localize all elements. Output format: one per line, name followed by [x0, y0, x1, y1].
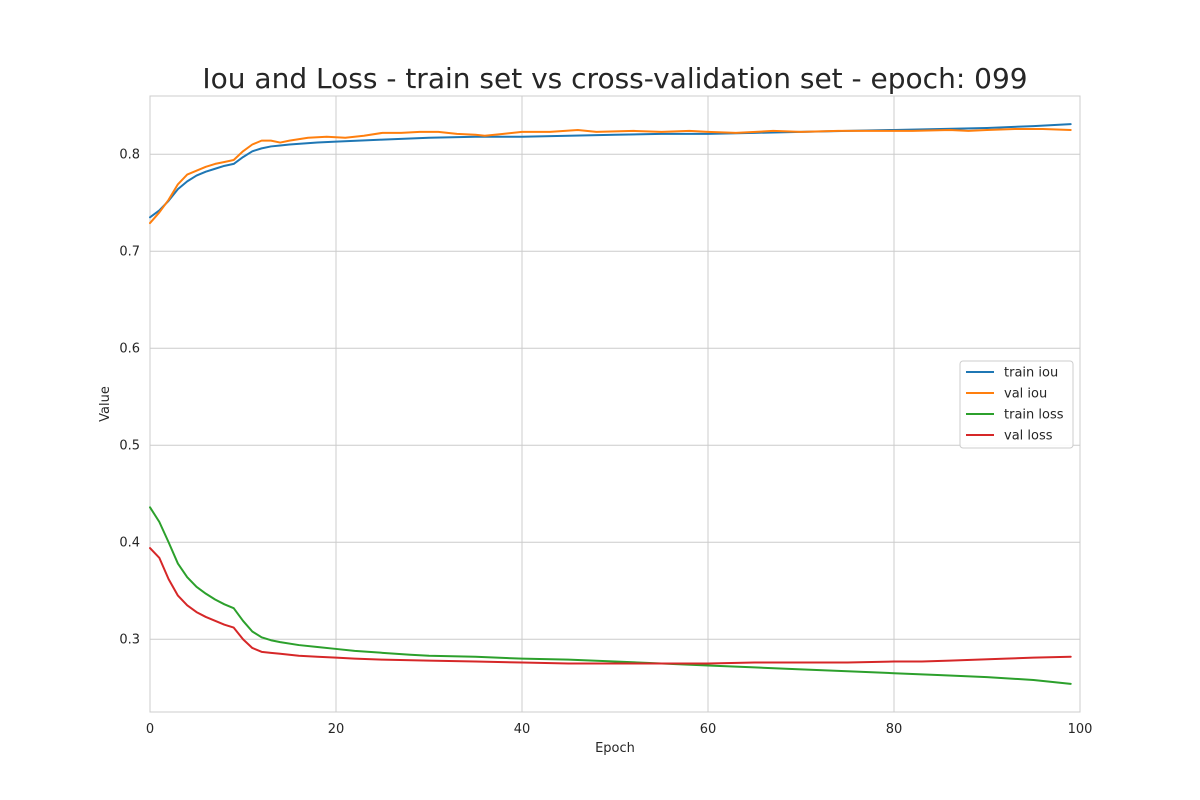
x-tick-label: 60 [700, 722, 717, 737]
x-tick-label: 80 [886, 722, 903, 737]
series-layer [149, 123, 1072, 685]
grid-vertical-lines [149, 96, 1081, 712]
train-loss-line [149, 506, 1072, 685]
x-tick-label: 0 [146, 722, 154, 737]
x-tick-label: 20 [328, 722, 345, 737]
legend-box [959, 360, 1074, 449]
val-loss-line [149, 547, 1072, 665]
y-tick-label: 0.8 [119, 148, 140, 163]
train-iou-line [149, 123, 1072, 219]
legend: train iou val iou train loss val loss [959, 360, 1074, 449]
legend-label-val-loss: val loss [1004, 429, 1053, 444]
legend-label-train-iou: train iou [1004, 366, 1058, 381]
y-tick-label: 0.5 [119, 439, 140, 454]
legend-label-train-loss: train loss [1004, 408, 1064, 423]
legend-label-val-iou: val iou [1004, 387, 1047, 402]
y-tick-labels: 0.3 0.4 0.5 0.6 0.7 0.8 [119, 148, 140, 648]
plot-area-frame [149, 95, 1081, 713]
y-tick-label: 0.4 [119, 536, 140, 551]
y-tick-label: 0.7 [119, 245, 140, 260]
x-tick-labels: 0 20 40 60 80 100 [146, 722, 1093, 737]
y-axis-label: Value [98, 386, 113, 422]
grid-horizontal-lines [150, 153, 1080, 640]
y-tick-label: 0.3 [119, 633, 140, 648]
y-tick-label: 0.6 [119, 342, 140, 357]
x-axis-label: Epoch [595, 741, 635, 756]
chart-title: Iou and Loss - train set vs cross-valida… [202, 62, 1027, 95]
x-tick-label: 40 [514, 722, 531, 737]
val-iou-line [149, 127, 1072, 225]
x-tick-label: 100 [1068, 722, 1093, 737]
